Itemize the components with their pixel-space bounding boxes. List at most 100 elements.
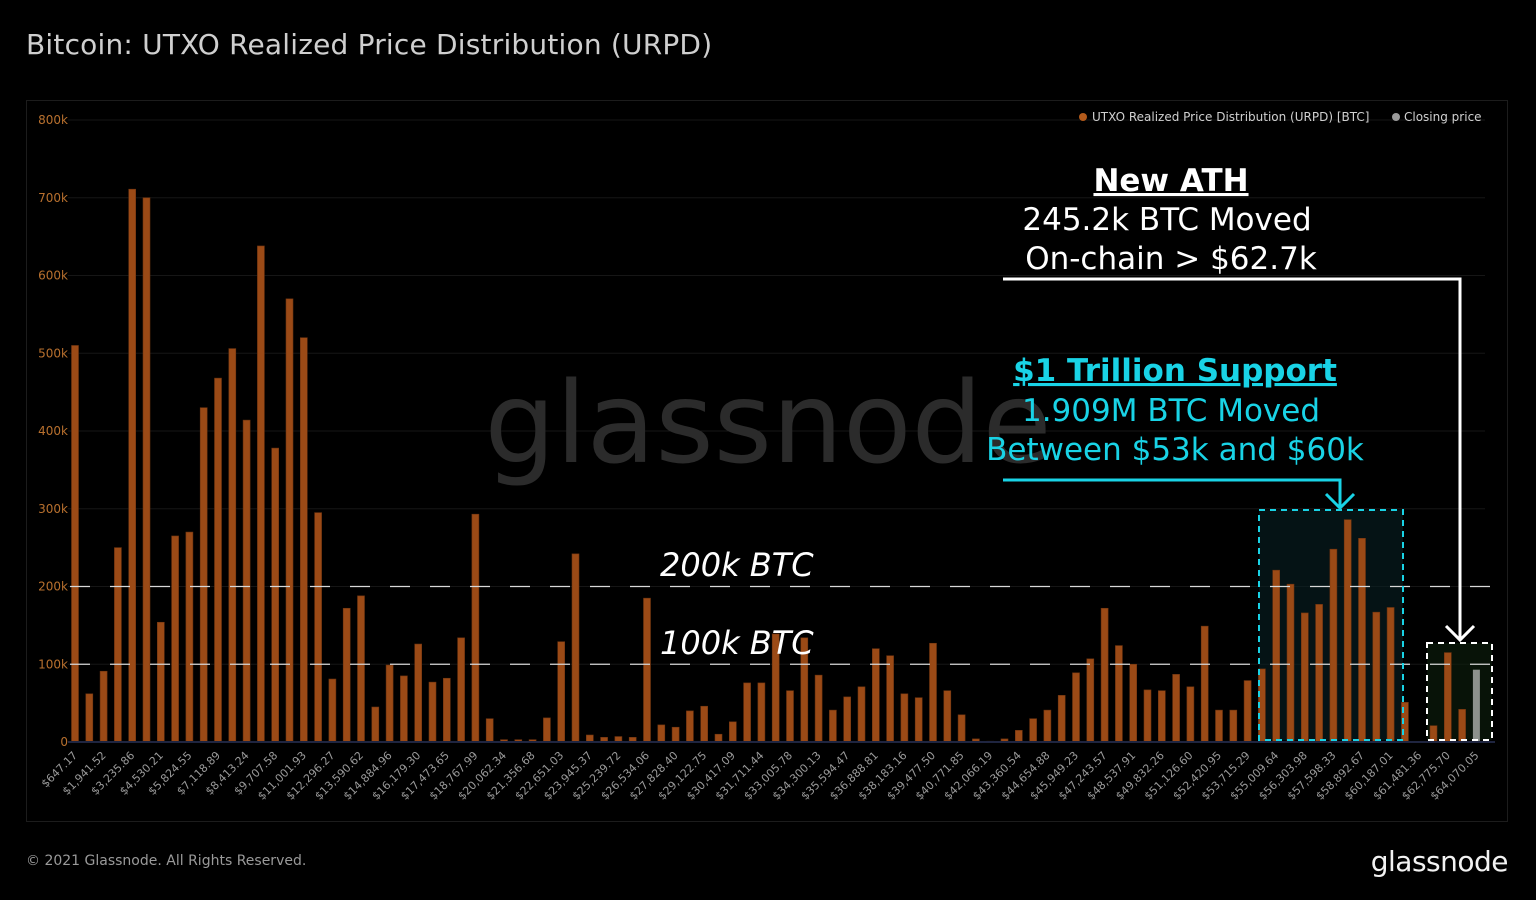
urpd-bar[interactable] bbox=[128, 188, 136, 743]
urpd-bar[interactable] bbox=[1286, 583, 1295, 743]
urpd-bar[interactable] bbox=[743, 682, 751, 743]
urpd-bar[interactable] bbox=[1014, 730, 1023, 743]
urpd-bar[interactable] bbox=[1301, 612, 1309, 743]
urpd-bar[interactable] bbox=[585, 734, 594, 743]
urpd-bar[interactable] bbox=[1272, 569, 1280, 743]
urpd-bar[interactable] bbox=[643, 597, 651, 743]
urpd-bar[interactable] bbox=[700, 705, 709, 743]
urpd-bar[interactable] bbox=[871, 648, 880, 743]
urpd-bar[interactable] bbox=[414, 643, 423, 743]
urpd-bar[interactable] bbox=[814, 674, 823, 743]
urpd-bar[interactable] bbox=[1086, 658, 1095, 743]
urpd-bar[interactable] bbox=[671, 726, 680, 743]
urpd-bar[interactable] bbox=[557, 641, 566, 743]
urpd-bar[interactable] bbox=[1315, 604, 1323, 743]
urpd-bar[interactable] bbox=[757, 682, 766, 743]
bars bbox=[71, 188, 1480, 743]
glassnode-logo: glassnode bbox=[1370, 845, 1509, 878]
legend-urpd[interactable]: UTXO Realized Price Distribution (URPD) … bbox=[1092, 110, 1369, 124]
urpd-bar[interactable] bbox=[1057, 695, 1066, 743]
y-tick-label: 100k bbox=[38, 657, 68, 671]
urpd-bar[interactable] bbox=[1200, 625, 1209, 743]
urpd-bar[interactable] bbox=[1444, 652, 1452, 743]
urpd-bar[interactable] bbox=[342, 607, 351, 743]
urpd-bar[interactable] bbox=[728, 721, 737, 743]
urpd-bar[interactable] bbox=[471, 513, 480, 743]
y-tick-label: 200k bbox=[38, 580, 68, 594]
urpd-bar[interactable] bbox=[957, 714, 966, 743]
urpd-bar[interactable] bbox=[185, 531, 194, 743]
urpd-bar[interactable] bbox=[457, 637, 465, 743]
urpd-bar[interactable] bbox=[1143, 689, 1152, 743]
urpd-bar[interactable] bbox=[157, 621, 165, 743]
urpd-bar[interactable] bbox=[142, 197, 151, 743]
urpd-bar[interactable] bbox=[1229, 709, 1238, 743]
urpd-bar[interactable] bbox=[314, 512, 322, 743]
urpd-bar[interactable] bbox=[1215, 709, 1223, 743]
urpd-bar[interactable] bbox=[843, 696, 852, 743]
urpd-bar[interactable] bbox=[214, 377, 222, 743]
ath-arrow-head-icon bbox=[1444, 624, 1476, 643]
urpd-bar[interactable] bbox=[1343, 519, 1352, 743]
ref-label-100k: 100k BTC bbox=[660, 624, 814, 662]
urpd-bar[interactable] bbox=[1186, 686, 1195, 743]
urpd-bar[interactable] bbox=[1129, 663, 1137, 743]
closing-price-bar[interactable] bbox=[1472, 669, 1480, 742]
support-line2: Between $53k and $60k bbox=[986, 432, 1364, 468]
urpd-bar[interactable] bbox=[285, 298, 294, 743]
urpd-bar[interactable] bbox=[114, 547, 122, 743]
ath-line1: 245.2k BTC Moved bbox=[1022, 202, 1311, 238]
y-axis-ticks: 0 100k 200k 300k 400k 500k 600k 700k 800k bbox=[38, 113, 68, 749]
urpd-bar[interactable] bbox=[1115, 645, 1123, 743]
urpd-bar[interactable] bbox=[543, 717, 551, 743]
urpd-bar[interactable] bbox=[857, 686, 866, 743]
urpd-bar[interactable] bbox=[929, 642, 937, 743]
urpd-bar[interactable] bbox=[786, 690, 794, 743]
urpd-bar[interactable] bbox=[1386, 607, 1395, 743]
urpd-bar[interactable] bbox=[829, 709, 837, 743]
urpd-bar[interactable] bbox=[299, 337, 308, 743]
y-tick-label: 700k bbox=[38, 191, 68, 205]
urpd-bar[interactable] bbox=[1043, 709, 1052, 743]
urpd-bar[interactable] bbox=[686, 710, 694, 743]
urpd-bar[interactable] bbox=[571, 553, 580, 743]
urpd-bar[interactable] bbox=[1072, 672, 1080, 743]
urpd-bar[interactable] bbox=[400, 675, 408, 743]
support-line1: 1.909M BTC Moved bbox=[1022, 393, 1320, 429]
urpd-bar[interactable] bbox=[328, 678, 337, 743]
urpd-bar[interactable] bbox=[886, 655, 894, 743]
urpd-bar[interactable] bbox=[171, 535, 179, 743]
urpd-bar[interactable] bbox=[242, 419, 251, 743]
urpd-bar[interactable] bbox=[71, 345, 79, 743]
urpd-bar[interactable] bbox=[1158, 690, 1166, 743]
urpd-bar[interactable] bbox=[657, 724, 666, 743]
urpd-bar[interactable] bbox=[1100, 607, 1109, 743]
legend-urpd-swatch bbox=[1079, 113, 1087, 121]
urpd-bar[interactable] bbox=[257, 245, 265, 743]
urpd-bar[interactable] bbox=[99, 670, 108, 743]
ath-line2: On-chain > $62.7k bbox=[1025, 241, 1317, 277]
urpd-bar[interactable] bbox=[1243, 680, 1252, 743]
legend-closing-price[interactable]: Closing price bbox=[1404, 110, 1482, 124]
urpd-bar[interactable] bbox=[1029, 718, 1037, 743]
urpd-bar[interactable] bbox=[271, 447, 280, 743]
urpd-bar[interactable] bbox=[1372, 611, 1381, 743]
urpd-bar[interactable] bbox=[714, 733, 723, 743]
urpd-bar[interactable] bbox=[357, 595, 365, 743]
urpd-bar[interactable] bbox=[1458, 709, 1466, 743]
urpd-bar[interactable] bbox=[442, 677, 451, 743]
urpd-bar[interactable] bbox=[485, 718, 494, 743]
urpd-bar[interactable] bbox=[228, 348, 237, 743]
urpd-bar[interactable] bbox=[385, 664, 394, 743]
urpd-bar[interactable] bbox=[371, 706, 380, 743]
urpd-bar[interactable] bbox=[1172, 674, 1180, 743]
x-axis-ticks: $647.17$1,941.52$3,235.86$4,530.21$5,824… bbox=[39, 749, 1482, 803]
urpd-bar[interactable] bbox=[943, 690, 952, 743]
urpd-bar[interactable] bbox=[199, 407, 208, 743]
urpd-bar[interactable] bbox=[85, 693, 94, 743]
urpd-bar[interactable] bbox=[1329, 548, 1338, 743]
urpd-bar[interactable] bbox=[1358, 537, 1366, 743]
urpd-bar[interactable] bbox=[900, 693, 909, 743]
urpd-bar[interactable] bbox=[428, 681, 437, 743]
urpd-bar[interactable] bbox=[914, 697, 923, 743]
